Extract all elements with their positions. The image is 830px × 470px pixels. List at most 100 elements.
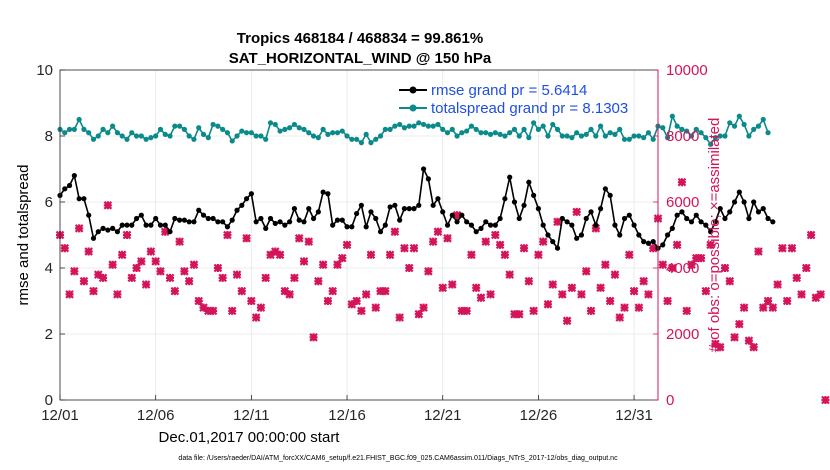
obs-point: [60, 243, 70, 253]
rmse-point: [698, 219, 704, 225]
y-tick-label: 2: [45, 326, 53, 343]
rmse-point: [564, 219, 570, 225]
obs-point: [744, 336, 754, 345]
y-tick-label: 6: [45, 194, 53, 211]
rmse-point: [545, 232, 551, 238]
rmse-point: [688, 219, 695, 225]
spread-point: [315, 135, 321, 141]
rmse-point: [674, 212, 680, 218]
obs-point: [519, 243, 529, 253]
rmse-point: [277, 219, 283, 225]
rmse-point: [291, 206, 298, 212]
obs-point: [227, 306, 237, 316]
obs-point: [256, 303, 266, 312]
rmse-point: [459, 212, 465, 218]
rmse-point: [71, 173, 77, 179]
spread-point: [234, 133, 240, 139]
obs-point: [615, 313, 625, 322]
rmse-point: [110, 225, 116, 231]
spread-point: [645, 130, 652, 136]
obs-point: [481, 237, 491, 246]
obs-point: [266, 250, 275, 260]
y2-tick-label: 2000: [666, 326, 699, 343]
obs-point: [280, 286, 290, 296]
obs-point: [70, 267, 79, 276]
spread-point: [755, 123, 762, 129]
spread-point: [95, 133, 101, 139]
rmse-point: [487, 222, 494, 228]
spread-point: [664, 135, 671, 141]
rmse-point: [574, 235, 580, 241]
spread-point: [277, 128, 283, 134]
spread-point: [478, 130, 484, 136]
spread-point: [330, 130, 336, 136]
rmse-point: [220, 219, 226, 225]
obs-point: [390, 227, 400, 236]
obs-point: [409, 243, 419, 253]
spread-point: [449, 126, 455, 132]
rmse-point: [373, 215, 379, 222]
y2-tick-label: 8000: [666, 128, 699, 145]
rmse-point: [507, 174, 513, 180]
spread-point: [157, 126, 164, 132]
obs-point: [491, 230, 500, 240]
spread-point: [296, 125, 302, 131]
spread-point: [406, 123, 412, 129]
rmse-point: [679, 209, 685, 215]
rmse-point: [282, 222, 288, 228]
data-file-footnote: data file: /Users/raeder/DAI/ATM_forcXX/…: [178, 455, 618, 462]
spread-point: [693, 126, 699, 132]
spread-point: [181, 126, 187, 132]
spread-point: [540, 123, 546, 129]
obs-point: [117, 250, 127, 260]
rmse-point: [712, 219, 719, 225]
spread-point: [200, 131, 207, 137]
spread-point: [435, 121, 441, 128]
rmse-point: [449, 212, 455, 218]
obs-point: [199, 303, 208, 312]
spread-point: [363, 131, 369, 137]
rmse-point: [62, 186, 68, 192]
rmse-point: [535, 206, 542, 212]
legend-rmse-label: rmse grand pr = 5.6414: [431, 82, 587, 99]
rmse-point: [167, 229, 173, 235]
spread-point: [751, 126, 757, 132]
y2-axis-label: # of obs: o=possible; ×=assimilated: [706, 118, 723, 353]
spread-point: [473, 126, 479, 132]
obs-point: [79, 276, 89, 286]
spread-point: [243, 130, 250, 136]
spread-point: [301, 126, 307, 132]
spread-point: [148, 135, 154, 141]
spread-point: [86, 130, 92, 136]
spread-point: [229, 138, 235, 144]
obs-point: [687, 260, 696, 269]
rmse-point: [660, 242, 666, 248]
obs-point: [170, 286, 180, 296]
obs-point: [271, 247, 280, 256]
rmse-point: [636, 232, 642, 238]
obs-point: [610, 270, 620, 279]
obs-point: [514, 309, 524, 319]
obs-point: [639, 276, 648, 286]
rmse-point: [593, 222, 599, 228]
obs-point: [127, 273, 137, 283]
spread-point: [210, 121, 216, 128]
rmse-point: [90, 235, 97, 241]
obs-point: [538, 237, 548, 246]
obs-point: [385, 250, 395, 260]
obs-point: [601, 260, 610, 269]
rmse-point: [717, 206, 723, 212]
obs-point: [318, 260, 328, 269]
rmse-point: [684, 215, 690, 222]
rmse-point: [693, 212, 699, 218]
spread-point: [291, 121, 298, 128]
obs-point: [146, 247, 156, 256]
rmse-point: [770, 219, 776, 225]
rmse-point: [569, 222, 575, 228]
obs-point: [792, 273, 802, 283]
obs-point: [620, 303, 629, 312]
obs-point: [294, 234, 304, 243]
obs-point: [237, 286, 247, 296]
rmse-point: [133, 215, 140, 222]
